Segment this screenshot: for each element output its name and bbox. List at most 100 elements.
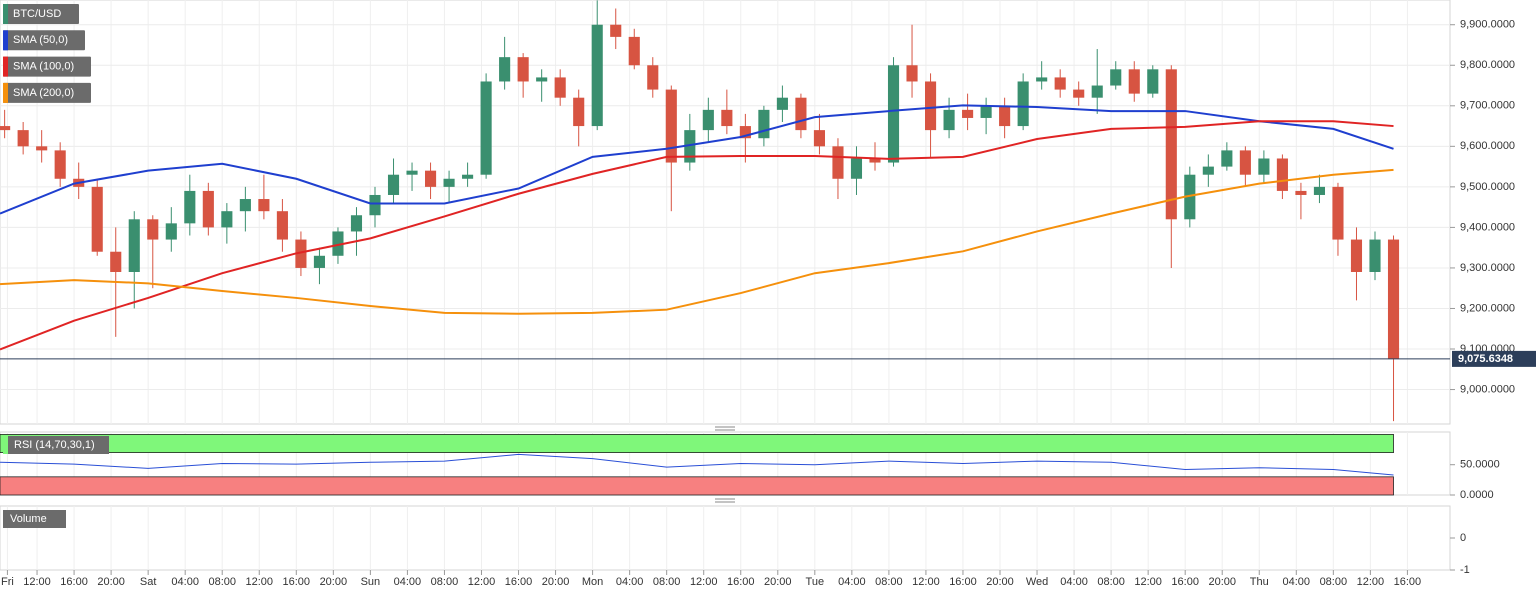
candle-body [869,158,881,163]
x-tick-label: 08:00 [431,576,459,588]
candle-body [554,77,566,98]
legend-label: SMA (100,0) [13,61,74,73]
candle-body [925,81,937,131]
candle-body [406,170,418,175]
candle-body [758,109,770,139]
pane-resize-handle[interactable] [715,426,735,431]
sma-line [0,104,1394,215]
x-tick-label: 16:00 [283,576,311,588]
candle-body [1091,85,1103,98]
sma-line [0,168,1394,315]
candle-body [425,170,437,187]
x-tick-label: Tue [806,576,825,588]
candle-body [647,65,659,90]
price-pane [0,0,1451,425]
candle-body [906,65,918,82]
rsi-zone [0,476,1394,496]
candle-body [980,105,992,118]
y-tick-label: -1 [1460,564,1470,576]
indicator-label-box[interactable] [3,436,109,454]
candle-body [313,255,325,268]
x-tick-label: 04:00 [1283,576,1311,588]
candle-body [54,150,66,179]
x-tick-label: 20:00 [542,576,570,588]
legend-label: SMA (200,0) [13,87,74,99]
candle-body [739,126,751,139]
x-tick-label: 16:00 [1171,576,1199,588]
candle-body [943,109,955,131]
x-tick-label: 04:00 [1060,576,1088,588]
candle-body [221,211,233,228]
x-tick-label: Sun [361,576,381,588]
x-tick-label: 08:00 [208,576,236,588]
x-tick-label: 20:00 [320,576,348,588]
candle-body [443,178,455,187]
candle-body [1202,166,1214,175]
x-tick-label: 04:00 [171,576,199,588]
indicator-label-box[interactable] [3,510,66,528]
volume-pane [0,505,1451,571]
candle-body [702,109,714,131]
candle-body [1036,77,1048,82]
indicator-label: RSI (14,70,30,1) [14,439,95,451]
candle-body [295,239,307,268]
candle-body [813,130,825,147]
last-price-badge [1452,350,1536,367]
x-tick-label: 16:00 [60,576,88,588]
x-tick-label: 12:00 [245,576,273,588]
candle-body [1369,239,1381,272]
candle-body [387,174,400,195]
candle-body [147,219,159,240]
legend-swatch [3,4,8,24]
y-tick-label: 9,700.0000 [1460,100,1515,112]
candle-body [795,97,807,131]
x-tick-label: 08:00 [1320,576,1348,588]
legend-swatch [3,30,8,51]
candle-body [462,174,474,179]
candle-body [517,57,529,82]
y-tick-label: 0 [1460,532,1466,544]
x-tick-label: 20:00 [986,576,1014,588]
indicator-swatch [3,436,8,454]
legend-box[interactable] [3,4,79,24]
candle-body [1128,69,1140,94]
x-tick-label: 08:00 [1097,576,1125,588]
candle-body [1110,69,1122,86]
x-tick-label: 20:00 [97,576,125,588]
legend-box[interactable] [3,82,91,103]
candle-body [1017,81,1029,127]
x-tick-label: Wed [1026,576,1048,588]
legend-label: SMA (50,0) [13,34,68,46]
x-tick-label: 12:00 [1134,576,1162,588]
candle-body [1258,158,1270,175]
candle-body [832,146,844,179]
legend-box[interactable] [3,30,85,51]
legend-swatch [3,56,8,77]
candle-body [276,211,288,240]
x-tick-label: Sat [140,576,157,588]
pane-resize-handle[interactable] [715,498,735,503]
x-tick-label: 16:00 [1394,576,1422,588]
y-tick-label: 9,500.0000 [1460,181,1515,193]
candle-body [1073,89,1085,98]
candle-body [110,251,122,272]
candle-body [1221,150,1233,167]
candle-body [0,126,11,131]
rsi-line [0,453,1394,476]
x-tick-label: 08:00 [653,576,681,588]
candle-body [165,223,177,240]
candle-body [1313,186,1325,195]
x-tick-label: 12:00 [912,576,940,588]
x-tick-label: 16:00 [949,576,977,588]
x-tick-label: 12:00 [468,576,496,588]
y-tick-label: 9,800.0000 [1460,59,1515,71]
sma-line [0,120,1394,351]
x-tick-label: 12:00 [690,576,718,588]
x-tick-label: 04:00 [394,576,422,588]
candle-body [1350,239,1363,272]
legend-box[interactable] [3,56,91,77]
candle-body [184,190,196,224]
candle-body [628,36,640,66]
candle-body [721,109,733,127]
